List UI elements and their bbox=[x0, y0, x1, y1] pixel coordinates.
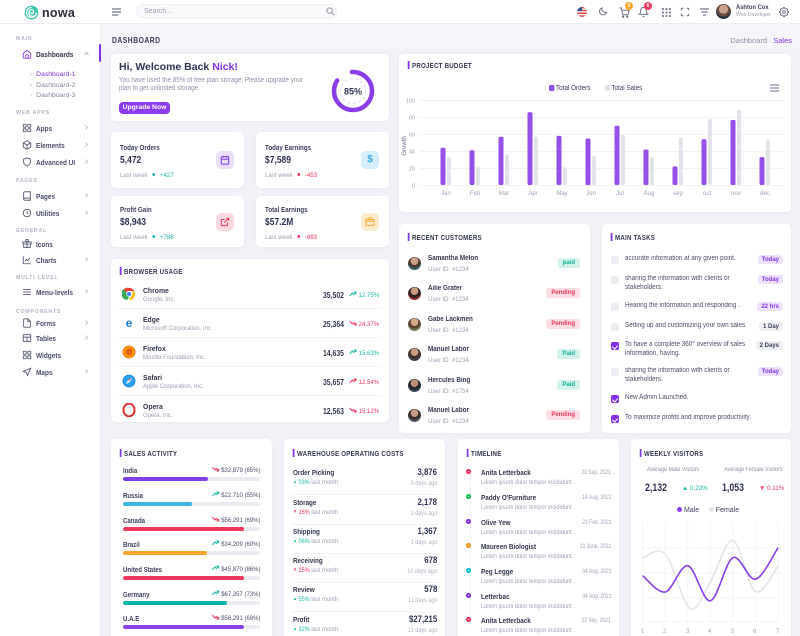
svg-text:Mar: Mar bbox=[499, 191, 509, 197]
svg-text:oct: oct bbox=[703, 191, 711, 197]
svg-text:May: May bbox=[556, 191, 567, 197]
svg-text:Growth: Growth bbox=[402, 136, 408, 155]
svg-text:20: 20 bbox=[409, 167, 415, 173]
svg-text:40: 40 bbox=[409, 150, 415, 156]
svg-text:Jul: Jul bbox=[616, 191, 624, 197]
svg-text:e: e bbox=[126, 316, 133, 330]
svg-text:0: 0 bbox=[412, 184, 415, 190]
svg-text:Feb: Feb bbox=[470, 191, 481, 197]
svg-text:80: 80 bbox=[409, 116, 415, 122]
svg-text:Jan: Jan bbox=[441, 191, 451, 197]
svg-text:100: 100 bbox=[406, 99, 415, 105]
svg-text:Aug: Aug bbox=[644, 191, 655, 197]
svg-text:dec: dec bbox=[760, 191, 770, 197]
svg-text:sep: sep bbox=[673, 191, 683, 197]
svg-text:Apr: Apr bbox=[528, 191, 537, 197]
svg-text:Jun: Jun bbox=[586, 191, 596, 197]
svg-text:85%: 85% bbox=[343, 86, 361, 96]
svg-text:nov: nov bbox=[731, 191, 741, 197]
svg-text:60: 60 bbox=[409, 133, 415, 139]
